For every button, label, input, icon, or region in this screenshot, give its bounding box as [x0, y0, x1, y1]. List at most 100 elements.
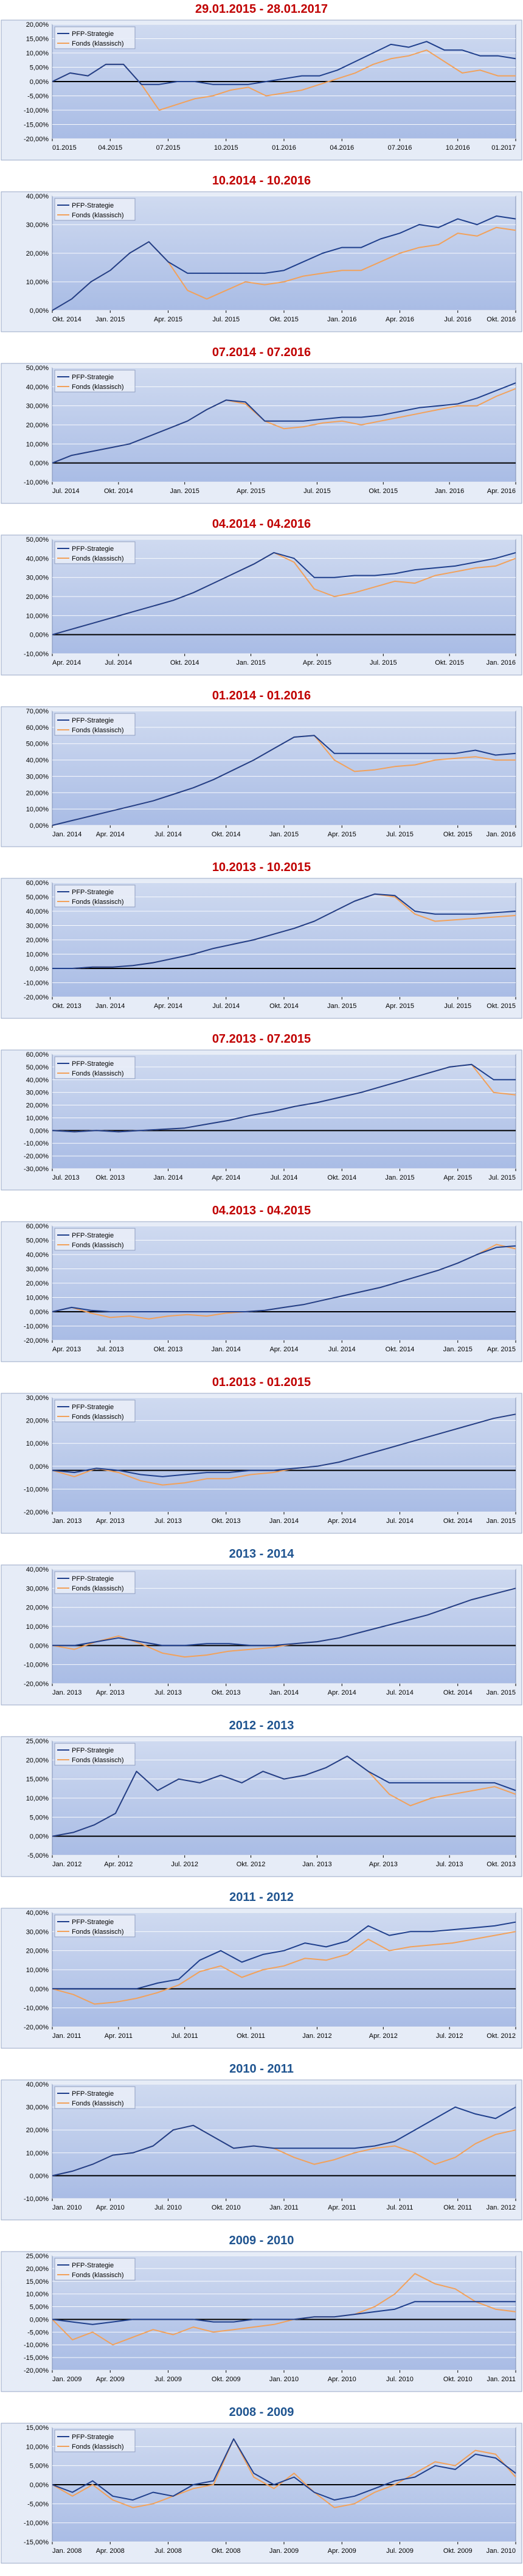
legend-box	[54, 1914, 136, 1937]
legend-label-pfp-strategie: PFP-Strategie	[72, 889, 114, 896]
series-line-pfp-strategie	[52, 1413, 516, 1477]
y-tick-label: 50,00%	[26, 1064, 49, 1071]
y-tick-label: -10,00%	[24, 1486, 49, 1493]
x-tick-label: Apr. 2009	[96, 2376, 125, 2383]
x-tick-label: Okt. 2009	[212, 2376, 241, 2383]
line-chart: -20,00% -10,00% 0,00% 10,00% 20,00% 30,00% 40,…	[1, 1908, 522, 2049]
x-tick-label: Jan. 2016	[435, 488, 464, 495]
y-tick-label: -20,00%	[24, 1153, 49, 1160]
chart-panel: 07.2014 - 07.2016 -10,00% 0,00% 10,00% 20,00…	[0, 345, 523, 504]
y-tick-label: 10,00%	[26, 441, 49, 448]
y-tick-label: -20,00%	[24, 1509, 49, 1516]
y-tick-label: 60,00%	[26, 1051, 49, 1059]
y-tick-label: 20,00%	[26, 21, 49, 29]
x-tick-label: Jan. 2011	[487, 2376, 516, 2383]
y-tick-label: 10,00%	[26, 1795, 49, 1802]
legend-box	[54, 26, 136, 49]
y-tick-label: -5,00%	[27, 2501, 49, 2508]
y-tick-label: -20,00%	[24, 994, 49, 1001]
x-tick-label: Okt. 2012	[487, 2032, 516, 2040]
y-tick-label: 50,00%	[26, 741, 49, 748]
y-tick-label: 10,00%	[26, 279, 49, 286]
x-tick-label: Jan. 2014	[52, 831, 81, 838]
y-tick-label: 10,00%	[26, 50, 49, 57]
y-tick-label: 20,00%	[26, 789, 49, 797]
x-tick-label: Okt. 2013	[95, 1174, 125, 1181]
x-tick-label: Jan. 2009	[269, 2547, 299, 2555]
y-tick-label: 30,00%	[26, 222, 49, 229]
legend-label-pfp-strategie: PFP-Strategie	[72, 1575, 114, 1583]
chart-panel: 2012 - 2013 -5,00% 0,00% 5,00% 10,00% 15,00% 2…	[0, 1718, 523, 1877]
chart-title: 10.2014 - 10.2016	[212, 174, 311, 187]
y-tick-label: -20,00%	[24, 1337, 49, 1345]
x-tick-label: Okt. 2013	[212, 1689, 241, 1696]
x-tick-label: Apr. 2015	[386, 1003, 414, 1010]
x-tick-label: Apr. 2013	[369, 1861, 398, 1868]
y-tick-label: 30,00%	[26, 575, 49, 582]
x-tick-label: Jan. 2015	[236, 659, 265, 667]
y-tick-label: 20,00%	[26, 593, 49, 601]
line-chart: -20,00% -10,00% 0,00% 10,00% 20,00% 30,00% 40,…	[1, 878, 522, 1019]
legend-box	[54, 1571, 136, 1594]
series-line-pfp-strategie	[52, 2438, 516, 2501]
y-tick-label: -10,00%	[24, 2342, 49, 2349]
x-tick-label: Okt. 2014	[170, 659, 199, 667]
legend: PFP-Strategie Fonds (klassisch)	[54, 541, 136, 564]
chart-panel: 04.2014 - 04.2016 -10,00% 0,00% 10,00% 20,00…	[0, 516, 523, 676]
y-tick-label: 0,00%	[30, 2172, 49, 2180]
legend: PFP-Strategie Fonds (klassisch)	[54, 2258, 136, 2281]
x-tick-label: Jul. 2015	[488, 1174, 516, 1181]
x-tick-label: Jan. 2010	[52, 2204, 81, 2211]
legend-box	[54, 2429, 136, 2452]
x-tick-label: Okt. 2008	[212, 2547, 241, 2555]
y-tick-label: 30,00%	[26, 1266, 49, 1273]
legend-label-pfp-strategie: PFP-Strategie	[72, 1919, 114, 1926]
x-tick-label: Jul. 2016	[444, 316, 471, 323]
x-tick-label: Apr. 2014	[269, 1346, 298, 1353]
chart-title: 2008 - 2009	[229, 2406, 294, 2419]
y-tick-label: 0,00%	[30, 965, 49, 973]
chart-title: 2011 - 2012	[229, 1891, 294, 1904]
x-tick-label: Okt. 2011	[237, 2032, 265, 2040]
y-tick-label: 50,00%	[26, 365, 49, 372]
y-tick-label: 20,00%	[26, 422, 49, 429]
y-tick-label: -20,00%	[24, 136, 49, 143]
legend-label-fonds-klassisch: Fonds (klassisch)	[72, 727, 124, 734]
legend: PFP-Strategie Fonds (klassisch)	[54, 1743, 136, 1766]
chart-panel: 2010 - 2011 -10,00% 0,00% 10,00% 20,00% 30,00…	[0, 2061, 523, 2221]
legend-label-fonds-klassisch: Fonds (klassisch)	[72, 1413, 124, 1421]
chart-title: 2013 - 2014	[229, 1547, 294, 1561]
x-tick-label: Okt. 2014	[327, 1174, 356, 1181]
x-tick-label: 04.2016	[330, 144, 354, 152]
x-tick-label: Okt. 2014	[269, 1003, 299, 1010]
x-tick-label: Jul. 2014	[52, 488, 80, 495]
x-tick-label: Jan. 2013	[52, 1517, 81, 1525]
y-tick-label: 0,00%	[30, 79, 49, 86]
legend-box	[54, 1399, 136, 1423]
x-tick-label: Jan. 2016	[487, 831, 516, 838]
y-tick-label: 20,00%	[26, 2266, 49, 2273]
legend-box	[54, 541, 136, 564]
x-tick-label: Apr. 2014	[212, 1174, 240, 1181]
x-tick-label: Jan. 2015	[170, 488, 199, 495]
x-tick-label: Jan. 2013	[302, 1861, 331, 1868]
y-tick-label: 20,00%	[26, 250, 49, 257]
x-tick-label: Jul. 2008	[154, 2547, 182, 2555]
x-tick-label: Jan. 2014	[269, 1689, 299, 1696]
y-tick-label: 40,00%	[26, 2081, 49, 2088]
x-tick-label: Apr. 2010	[328, 2376, 356, 2383]
x-tick-label: Apr. 2012	[104, 1861, 133, 1868]
x-tick-label: Jan. 2014	[153, 1174, 182, 1181]
x-tick-label: Jan. 2014	[212, 1346, 241, 1353]
line-chart: -20,00% -15,00% -10,00% -5,00% 0,00% 5,00% 10,…	[1, 2251, 522, 2392]
y-tick-label: 0,00%	[30, 1463, 49, 1471]
x-tick-label: Apr. 2014	[52, 659, 81, 667]
series-line-pfp-strategie	[52, 382, 516, 464]
x-tick-label: Okt. 2014	[52, 316, 81, 323]
line-chart: 0,00% 10,00% 20,00% 30,00% 40,00% 50,00% 60,00…	[1, 706, 522, 847]
y-tick-label: 30,00%	[26, 1928, 49, 1936]
y-tick-label: 20,00%	[26, 1605, 49, 1612]
chart-title: 07.2013 - 07.2015	[212, 1032, 311, 1046]
chart-panel: 2009 - 2010 -20,00% -15,00% -10,00% -5,00% 0,…	[0, 2233, 523, 2392]
legend-label-fonds-klassisch: Fonds (klassisch)	[72, 1928, 124, 1936]
